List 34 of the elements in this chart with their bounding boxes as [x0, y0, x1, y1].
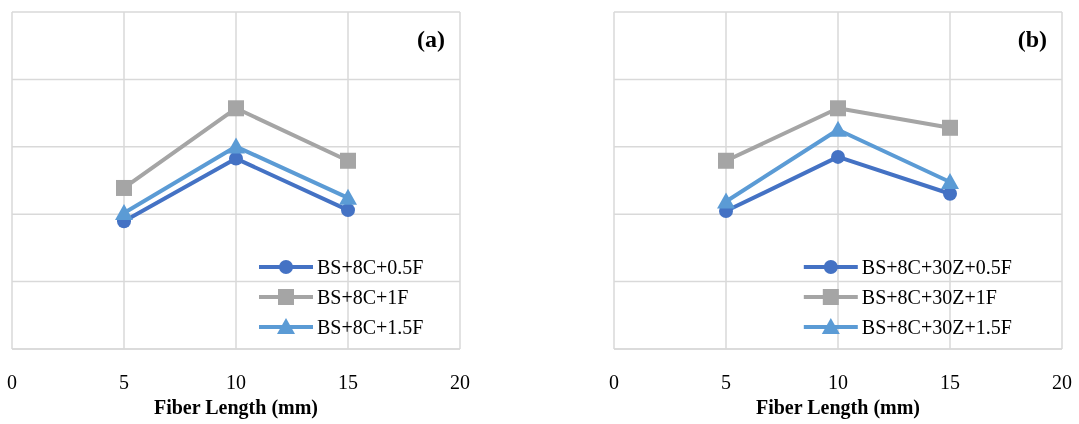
x-axis-title: Fiber Length (mm) [755, 396, 921, 419]
point [228, 100, 244, 117]
point [830, 100, 846, 117]
point [941, 172, 959, 189]
point [340, 152, 356, 169]
point [829, 120, 847, 137]
x-tick-label: 15 [338, 371, 358, 393]
point [341, 203, 355, 218]
x-tick-label: 0 [7, 371, 17, 393]
legend-label: BS+8C+0.5F [317, 256, 424, 278]
point [116, 179, 132, 196]
legend-label: BS+8C+30Z+1.5F [861, 316, 1012, 338]
x-tick-label: 0 [609, 371, 619, 393]
x-tick-label: 5 [119, 371, 129, 393]
x-axis-title: Fiber Length (mm) [153, 396, 319, 419]
legend-label: BS+8C+1.5F [317, 316, 424, 338]
text: (a) [417, 26, 445, 52]
legend-label: BS+8C+1F [317, 286, 409, 308]
point [227, 137, 245, 154]
point [718, 152, 734, 169]
point [717, 192, 735, 209]
point [339, 188, 357, 205]
point [831, 149, 845, 164]
x-tick-label: 5 [721, 371, 731, 393]
x-tick-label: 10 [828, 371, 848, 393]
point [942, 119, 958, 136]
x-tick-label: 15 [940, 371, 960, 393]
x-tick-label: 10 [226, 371, 246, 393]
x-tick-label: 20 [450, 371, 470, 393]
point [115, 204, 133, 220]
text: (b) [1017, 26, 1047, 52]
legend-label: BS+8C+30Z+0.5F [861, 256, 1012, 278]
x-tick-label: 20 [1052, 371, 1072, 393]
legend-label: BS+8C+30Z+1F [861, 286, 997, 308]
